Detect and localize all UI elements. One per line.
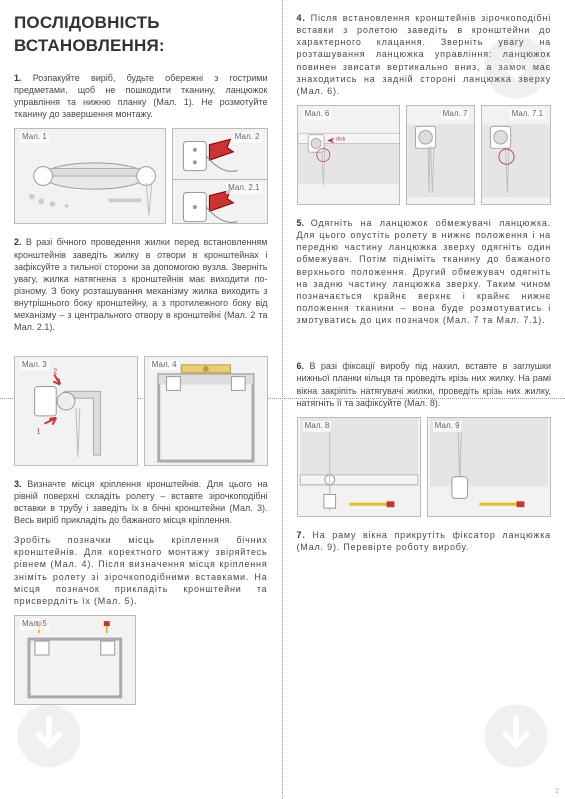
fig-row-3: Мал. 5 xyxy=(14,615,136,693)
step-2: 2. В разі бічного проведення жилки перед… xyxy=(14,236,268,333)
figure-8: Мал. 8 xyxy=(297,417,421,517)
fig-row-2: Мал. 3 2 1 Мал. 4 xyxy=(14,356,268,466)
figure-71: Мал. 7.1 xyxy=(481,105,551,205)
right-column: 4. Після встановлення кронштейнів зірочк… xyxy=(283,0,565,799)
figure-4: Мал. 4 xyxy=(144,356,268,466)
fig-label-6: Мал. 6 xyxy=(303,109,332,120)
arrow-num-1: 1 xyxy=(37,428,41,435)
figure-3: Мал. 3 2 1 xyxy=(14,356,138,466)
page-number: 2 xyxy=(555,788,559,795)
arrow-num-2: 2 xyxy=(53,368,57,375)
watermark-icon xyxy=(481,32,551,102)
click-label: click xyxy=(335,137,345,143)
figure-1: Мал. 1 xyxy=(14,128,166,224)
figure-7: Мал. 7 xyxy=(406,105,476,205)
fig-label-8: Мал. 8 xyxy=(303,421,332,432)
fig-label-5: Мал. 5 xyxy=(20,619,49,630)
step-3b: Зробіть позначки місць кріплення бічних … xyxy=(14,534,268,607)
figure-9: Мал. 9 xyxy=(427,417,551,517)
fig-label-2: Мал. 2 xyxy=(233,132,262,143)
step-6: 6. В разі фіксації виробу під нахил, вст… xyxy=(297,360,552,409)
fig-label-4: Мал. 4 xyxy=(150,360,179,371)
figure-5: Мал. 5 xyxy=(14,615,136,705)
page-title: ПОСЛІДОВНІСТЬ ВСТАНОВЛЕННЯ: xyxy=(14,12,268,58)
left-column: ПОСЛІДОВНІСТЬ ВСТАНОВЛЕННЯ: 1. Розпакуйт… xyxy=(0,0,283,799)
fig-label-9: Мал. 9 xyxy=(433,421,462,432)
step-7: 7. На раму вікна прикрутіть фіксатор лан… xyxy=(297,529,552,553)
watermark-icon xyxy=(14,701,84,771)
fig-row-4: Мал. 6 click Мал. 7 xyxy=(297,105,552,205)
watermark-icon xyxy=(481,701,551,771)
fig-label-7: Мал. 7 xyxy=(441,109,470,120)
figure-2-group: Мал. 2 Мал. 2.1 xyxy=(172,128,268,224)
step-5: 5. Одягніть на ланцюжок обмежувачі ланцю… xyxy=(297,217,552,326)
fig-row-1: Мал. 1 Мал. 2 xyxy=(14,128,268,224)
figure-6: Мал. 6 click xyxy=(297,105,400,205)
fig-label-3: Мал. 3 xyxy=(20,360,49,371)
step-3a: 3. Визначте місця кріплення кронштейнів.… xyxy=(14,478,268,527)
fig-label-1: Мал. 1 xyxy=(20,132,49,143)
fig-label-71: Мал. 7.1 xyxy=(510,109,545,120)
fig-label-21: Мал. 2.1 xyxy=(226,183,261,194)
step-1: 1. Розпакуйте виріб, будьте обережні з г… xyxy=(14,72,268,121)
fig-row-5: Мал. 8 Мал. 9 xyxy=(297,417,552,517)
